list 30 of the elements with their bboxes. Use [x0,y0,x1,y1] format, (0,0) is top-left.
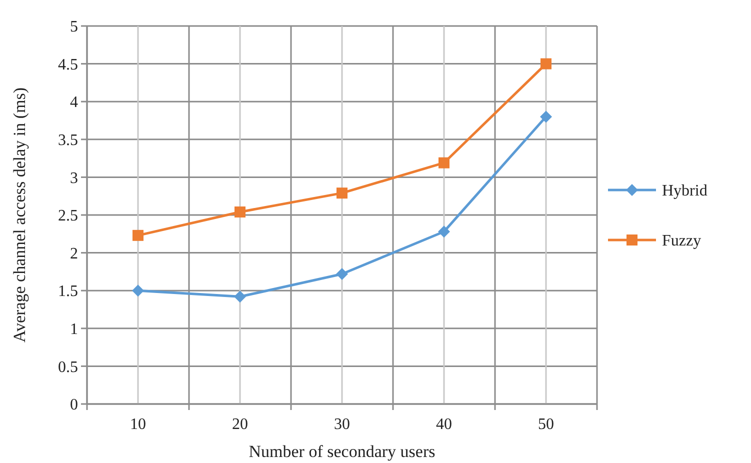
y-tick-label: 4.5 [58,56,78,74]
y-tick-label: 1.5 [58,283,78,300]
x-axis-title: Number of secondary users [248,442,436,461]
y-tick-label: 4 [70,94,78,112]
x-tick-label: 20 [232,416,248,433]
point [438,157,450,168]
y-tick-label: 1 [70,321,78,338]
point [234,290,246,303]
y-tick-label: 2 [70,245,78,262]
y-tick-label: 5 [70,18,78,36]
point [336,188,348,199]
legend-label: Fuzzy [662,232,702,250]
y-axis-title: Average channel access delay in (ms) [10,87,29,343]
point [438,226,450,238]
y-tick-label: 0 [70,396,78,414]
y-tick-label: 3.5 [58,132,78,149]
point [234,206,246,218]
y-tick-label: 2.5 [58,208,78,225]
x-tick-label: 40 [436,416,452,433]
x-tick-label: 50 [538,416,554,433]
x-tick-label: 10 [130,416,146,433]
point [540,58,552,70]
y-tick-label: 3 [70,170,78,187]
legend-label: Hybrid [662,182,708,200]
x-tick-label: 30 [334,416,350,433]
y-tick-label: 0.5 [58,358,78,376]
point [132,284,144,297]
point [540,110,552,123]
point [132,230,144,241]
point [336,268,348,280]
